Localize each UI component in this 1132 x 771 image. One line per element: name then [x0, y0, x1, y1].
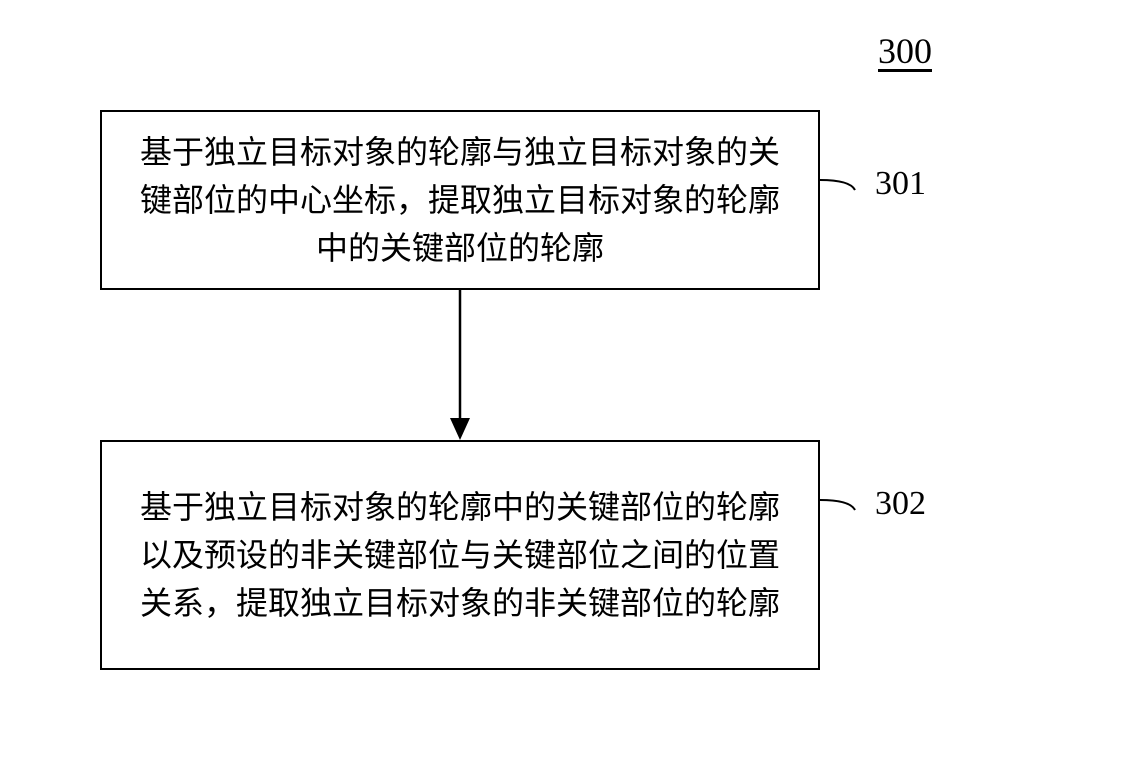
- node-1-label: 301: [875, 165, 926, 203]
- node-1-text: 基于独立目标对象的轮廓与独立目标对象的关键部位的中心坐标，提取独立目标对象的轮廓…: [130, 128, 790, 272]
- node-2-label: 302: [875, 485, 926, 523]
- label-connector-2: [820, 440, 880, 540]
- flowchart-node-1: 基于独立目标对象的轮廓与独立目标对象的关键部位的中心坐标，提取独立目标对象的轮廓…: [100, 110, 820, 290]
- diagram-title: 300: [878, 30, 932, 72]
- flowchart-diagram: 300 基于独立目标对象的轮廓与独立目标对象的关键部位的中心坐标，提取独立目标对…: [0, 0, 1132, 771]
- flowchart-node-2: 基于独立目标对象的轮廓中的关键部位的轮廓以及预设的非关键部位与关键部位之间的位置…: [100, 440, 820, 670]
- node-2-text: 基于独立目标对象的轮廓中的关键部位的轮廓以及预设的非关键部位与关键部位之间的位置…: [130, 483, 790, 627]
- label-connector-1: [820, 110, 880, 710]
- arrow-connector: [445, 290, 475, 440]
